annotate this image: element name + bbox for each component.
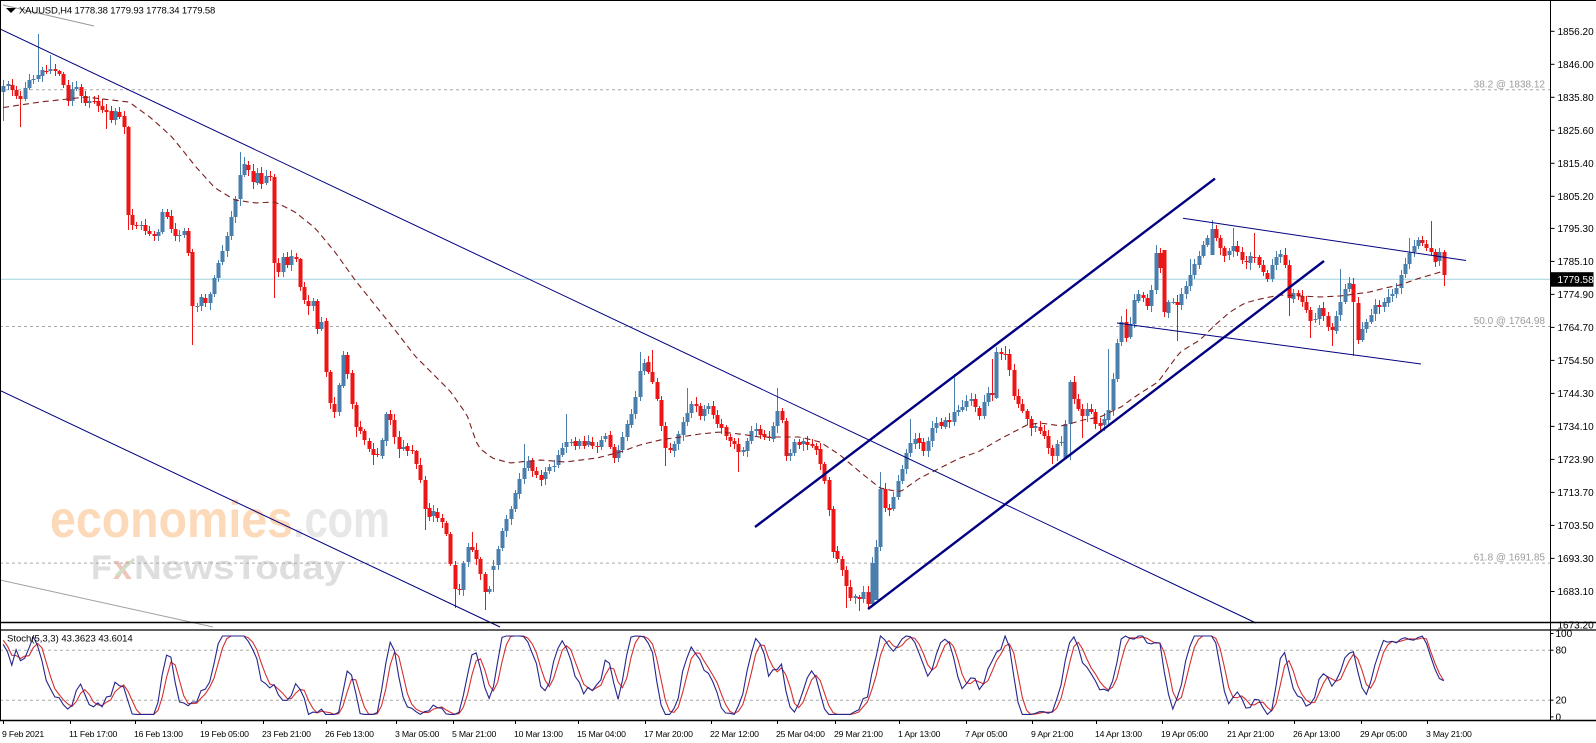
svg-text:1785.10: 1785.10 — [1558, 257, 1595, 268]
svg-text:20: 20 — [1556, 696, 1568, 707]
svg-text:1805.20: 1805.20 — [1558, 192, 1595, 203]
svg-text:26 Apr 13:00: 26 Apr 13:00 — [1293, 729, 1340, 739]
svg-text:3 Mar 05:00: 3 Mar 05:00 — [395, 729, 440, 739]
svg-text:1693.30: 1693.30 — [1558, 554, 1595, 565]
svg-text:50.0 @ 1764.98: 50.0 @ 1764.98 — [1474, 316, 1546, 327]
svg-text:1835.80: 1835.80 — [1558, 93, 1595, 104]
svg-text:1744.30: 1744.30 — [1558, 389, 1595, 400]
svg-text:1856.20: 1856.20 — [1558, 27, 1595, 38]
svg-text:1713.70: 1713.70 — [1558, 488, 1595, 499]
svg-text:1734.10: 1734.10 — [1558, 422, 1595, 433]
svg-text:0: 0 — [1556, 712, 1562, 723]
svg-text:15 Mar 04:00: 15 Mar 04:00 — [577, 729, 626, 739]
svg-text:.com: .com — [293, 491, 390, 549]
svg-text:9 Apr 21:00: 9 Apr 21:00 — [1031, 729, 1074, 739]
svg-text:1754.50: 1754.50 — [1558, 356, 1595, 367]
svg-text:7 Apr 05:00: 7 Apr 05:00 — [965, 729, 1008, 739]
svg-text:23 Feb 21:00: 23 Feb 21:00 — [262, 729, 311, 739]
svg-text:19 Feb 05:00: 19 Feb 05:00 — [200, 729, 249, 739]
svg-text:29 Apr 05:00: 29 Apr 05:00 — [1360, 729, 1407, 739]
svg-text:29 Mar 21:00: 29 Mar 21:00 — [834, 729, 883, 739]
svg-text:1723.90: 1723.90 — [1558, 455, 1595, 466]
svg-text:21 Apr 21:00: 21 Apr 21:00 — [1227, 729, 1274, 739]
svg-text:F: F — [91, 549, 112, 587]
svg-text:1774.90: 1774.90 — [1558, 290, 1595, 301]
svg-text:1779.58: 1779.58 — [1558, 275, 1595, 286]
svg-text:5 Mar 21:00: 5 Mar 21:00 — [452, 729, 497, 739]
svg-text:38.2 @ 1838.12: 38.2 @ 1838.12 — [1474, 79, 1546, 90]
svg-text:9 Feb 2021: 9 Feb 2021 — [2, 729, 44, 739]
svg-text:1764.70: 1764.70 — [1558, 323, 1595, 334]
svg-text:1683.10: 1683.10 — [1558, 587, 1595, 598]
svg-text:1815.40: 1815.40 — [1558, 159, 1595, 170]
svg-text:17 Mar 20:00: 17 Mar 20:00 — [644, 729, 693, 739]
svg-text:XAUUSD,H4 1778.38 1779.93 177: XAUUSD,H4 1778.38 1779.93 1778.34 1779.5… — [19, 6, 215, 17]
svg-text:economies: economies — [50, 491, 293, 549]
svg-text:11 Feb 17:00: 11 Feb 17:00 — [69, 729, 118, 739]
svg-text:Stoch(5,3,3) 43.3623 43.6014: Stoch(5,3,3) 43.3623 43.6014 — [7, 634, 133, 645]
svg-text:NewsToday: NewsToday — [134, 549, 345, 587]
svg-text:25 Mar 04:00: 25 Mar 04:00 — [776, 729, 825, 739]
svg-text:1703.50: 1703.50 — [1558, 521, 1595, 532]
svg-text:1795.30: 1795.30 — [1558, 224, 1595, 235]
svg-text:16 Feb 13:00: 16 Feb 13:00 — [134, 729, 183, 739]
svg-text:1673.20: 1673.20 — [1558, 621, 1595, 632]
svg-text:3 May 21:00: 3 May 21:00 — [1426, 729, 1472, 739]
svg-text:61.8 @ 1691.85: 61.8 @ 1691.85 — [1474, 553, 1546, 564]
svg-text:14 Apr 13:00: 14 Apr 13:00 — [1095, 729, 1142, 739]
svg-text:22 Mar 12:00: 22 Mar 12:00 — [710, 729, 759, 739]
svg-text:1 Apr 13:00: 1 Apr 13:00 — [898, 729, 941, 739]
svg-text:100: 100 — [1556, 629, 1573, 640]
svg-text:26 Feb 13:00: 26 Feb 13:00 — [325, 729, 374, 739]
svg-text:10 Mar 13:00: 10 Mar 13:00 — [514, 729, 563, 739]
svg-text:80: 80 — [1556, 646, 1568, 657]
svg-text:1825.60: 1825.60 — [1558, 126, 1595, 137]
svg-text:1846.00: 1846.00 — [1558, 60, 1595, 71]
svg-text:19 Apr 05:00: 19 Apr 05:00 — [1161, 729, 1208, 739]
